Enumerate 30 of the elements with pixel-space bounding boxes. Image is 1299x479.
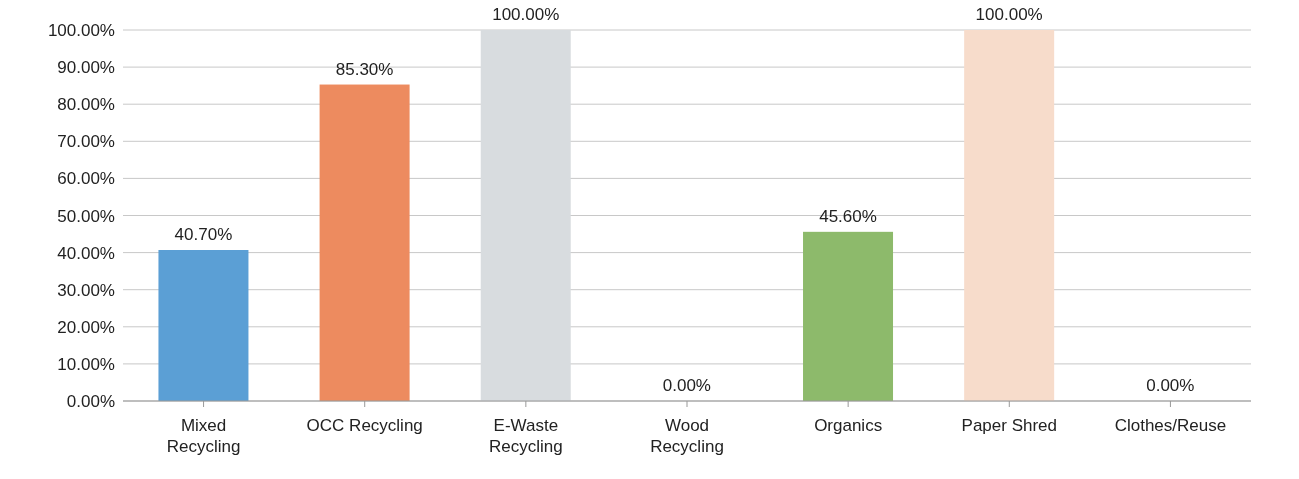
y-tick-label: 0.00% xyxy=(66,392,115,412)
data-label: 85.30% xyxy=(335,59,394,79)
data-label: 0.00% xyxy=(1146,376,1195,395)
data-label: 100.00% xyxy=(975,5,1043,24)
bar xyxy=(158,250,249,401)
y-tick-label: 50.00% xyxy=(57,206,115,226)
bar xyxy=(319,84,410,401)
x-tick-label: Clothes/Reuse xyxy=(1114,416,1227,435)
y-tick-label: 90.00% xyxy=(57,58,115,78)
y-tick-label: 100.00% xyxy=(47,21,115,41)
x-tick-label: E-Waste Recycling xyxy=(489,416,563,456)
y-tick-label: 20.00% xyxy=(57,317,115,337)
x-tick-label: Mixed Recycling xyxy=(166,416,241,456)
bar xyxy=(803,231,894,401)
y-tick-label: 70.00% xyxy=(57,132,115,152)
data-label: 40.70% xyxy=(174,225,233,244)
data-label: 100.00% xyxy=(492,5,560,24)
y-tick-label: 40.00% xyxy=(57,243,115,263)
x-tick-label: Organics xyxy=(814,416,883,435)
x-tick-label: Wood Recycling xyxy=(650,416,724,456)
bar xyxy=(480,30,571,401)
x-tick-label: Paper Shred xyxy=(961,416,1058,435)
data-label: 45.60% xyxy=(819,206,877,226)
y-tick-label: 80.00% xyxy=(57,95,115,115)
data-label: 0.00% xyxy=(662,376,711,395)
y-tick-label: 10.00% xyxy=(57,354,115,374)
x-tick-label: OCC Recycling xyxy=(306,416,423,435)
y-tick-label: 30.00% xyxy=(57,280,115,300)
y-tick-label: 60.00% xyxy=(57,169,115,189)
bar xyxy=(964,30,1055,401)
